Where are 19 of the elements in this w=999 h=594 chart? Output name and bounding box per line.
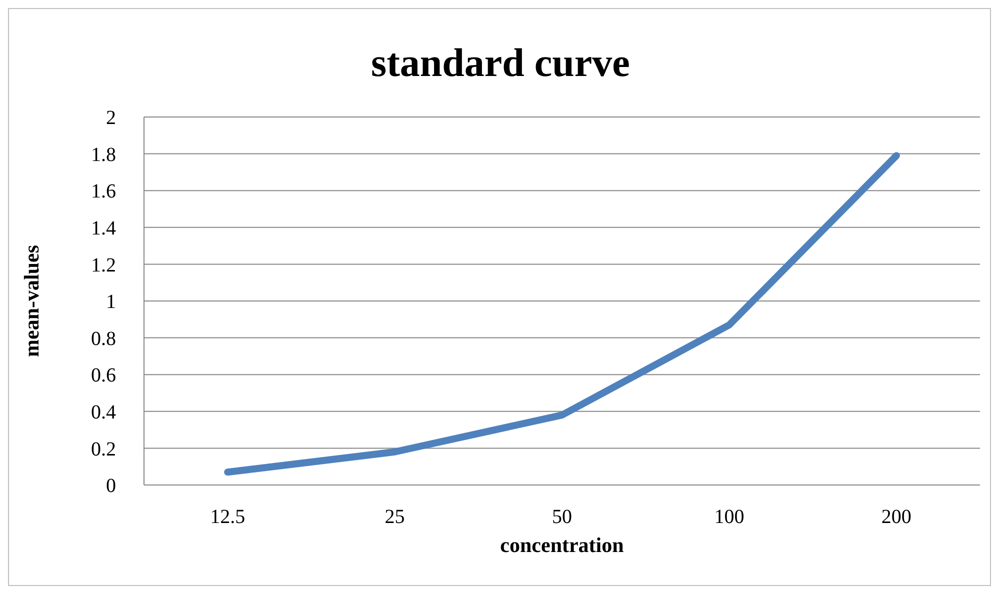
x-tick-label: 12.5: [210, 506, 246, 528]
x-axis-title: concentration: [500, 532, 624, 557]
y-tick-label: 1.2: [91, 254, 116, 276]
y-tick-label: 0.8: [91, 328, 116, 350]
y-axis-title: mean-values: [19, 245, 44, 357]
y-tick-label: 1.6: [91, 180, 116, 203]
y-tick-label: 0: [106, 475, 116, 498]
x-tick-label: 25: [384, 506, 405, 528]
y-tick-label: 0.6: [91, 364, 116, 387]
x-tick-label: 50: [552, 506, 572, 528]
y-tick-label: 1.8: [91, 144, 116, 166]
y-tick-label: 0.2: [91, 438, 116, 460]
y-tick-label: 1: [106, 291, 116, 314]
x-tick-label: 100: [714, 506, 744, 528]
y-tick-label: 2: [106, 107, 116, 130]
chart-title: standard curve: [370, 39, 631, 86]
y-tick-label: 1.4: [91, 218, 116, 240]
y-tick-label: 0.4: [91, 402, 116, 424]
x-tick-label: 200: [881, 506, 912, 528]
